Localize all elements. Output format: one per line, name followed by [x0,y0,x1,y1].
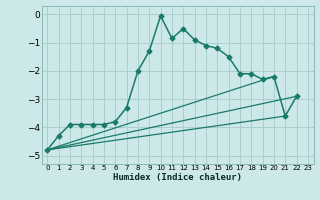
X-axis label: Humidex (Indice chaleur): Humidex (Indice chaleur) [113,173,242,182]
